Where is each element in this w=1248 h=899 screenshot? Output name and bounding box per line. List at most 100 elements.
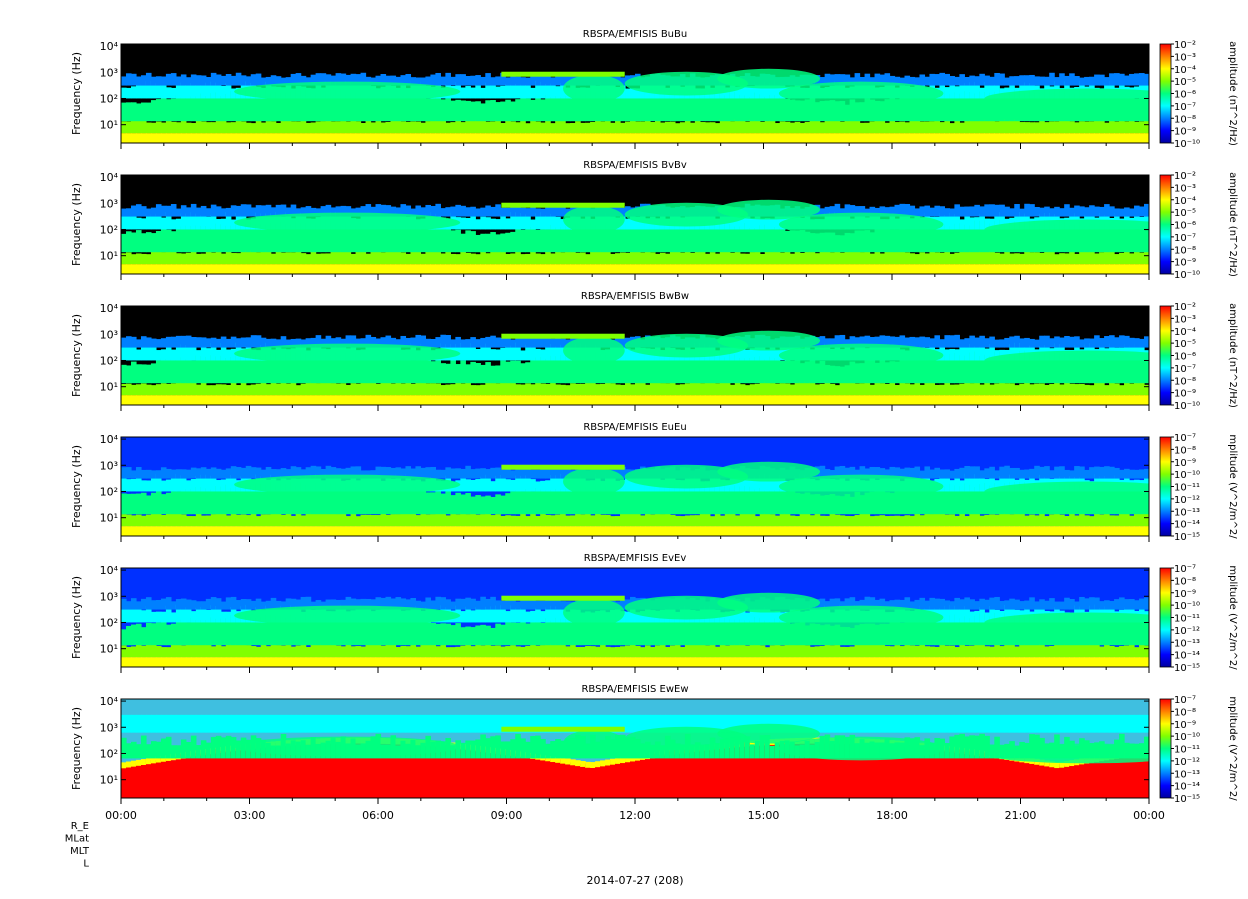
x-tick-label: 15:00 — [748, 809, 780, 822]
y-tick-label: 10¹ — [100, 643, 118, 656]
colorbar-label: amplitude (nT^2/Hz) — [1227, 172, 1238, 277]
colorbar-tick-label: 10⁻¹⁰ — [1174, 601, 1200, 612]
panel-title: RBSPA/EMFISIS EuEu — [583, 422, 686, 433]
ephemeris-label: MLT — [70, 846, 90, 857]
colorbar-tick-label: 10⁻⁷ — [1174, 233, 1196, 244]
spectrogram-plot-area — [121, 437, 1149, 536]
y-tick-label: 10⁴ — [100, 695, 119, 708]
colorbar-tick-label: 10⁻³ — [1174, 52, 1196, 63]
spectrogram-panel-6: RBSPA/EMFISIS EwEw Frequency (Hz) 10¹ 10² 10… — [70, 684, 1238, 822]
colorbar-tick-label: 10⁻¹² — [1174, 757, 1200, 768]
colorbar-tick-label: 10⁻¹⁵ — [1174, 794, 1200, 805]
spectrogram-plot-area — [121, 175, 1149, 274]
y-tick-label: 10³ — [100, 197, 118, 210]
spectrogram-plot-area — [121, 44, 1149, 143]
colorbar-tick-label: 10⁻³ — [1174, 183, 1196, 194]
colorbar — [1159, 305, 1172, 406]
date-label: 2014-07-27 (208) — [586, 874, 683, 887]
y-tick-label: 10¹ — [100, 119, 118, 132]
y-tick-label: 10¹ — [100, 512, 118, 525]
y-tick-label: 10³ — [100, 328, 118, 341]
colorbar-tick-label: 10⁻⁶ — [1174, 90, 1196, 101]
colorbar-label: mplitude (V^2/m^2/ — [1227, 434, 1238, 539]
panel-title: RBSPA/EMFISIS BuBu — [583, 29, 687, 40]
colorbar-tick-label: 10⁻⁸ — [1174, 245, 1196, 256]
y-tick-label: 10² — [100, 354, 118, 367]
ephemeris-label: MLat — [65, 834, 89, 845]
colorbar-tick-label: 10⁻¹⁵ — [1174, 532, 1200, 543]
y-tick-label: 10² — [100, 223, 118, 236]
colorbar-tick-label: 10⁻¹⁰ — [1174, 270, 1200, 281]
colorbar-tick-label: 10⁻¹² — [1174, 495, 1200, 506]
y-axis-label: Frequency (Hz) — [70, 576, 83, 659]
colorbar-tick-label: 10⁻¹³ — [1174, 638, 1200, 649]
colorbar — [1159, 43, 1172, 144]
y-tick-label: 10² — [100, 747, 118, 760]
colorbar-tick-label: 10⁻¹² — [1174, 626, 1200, 637]
colorbar-tick-label: 10⁻⁴ — [1174, 196, 1196, 207]
colorbar — [1159, 436, 1172, 537]
spectrogram-panel-1: RBSPA/EMFISIS BuBu Frequency (Hz) 10¹ 10² 10… — [70, 29, 1238, 150]
colorbar-tick-label: 10⁻⁷ — [1174, 364, 1196, 375]
colorbar-tick-label: 10⁻⁶ — [1174, 352, 1196, 363]
x-tick-label: 12:00 — [619, 809, 651, 822]
x-tick-label: 06:00 — [362, 809, 394, 822]
colorbar-tick-label: 10⁻⁸ — [1174, 707, 1196, 718]
y-axis-label: Frequency (Hz) — [70, 52, 83, 135]
colorbar-label: amplitude (nT^2/Hz) — [1227, 303, 1238, 408]
y-tick-label: 10² — [100, 92, 118, 105]
panel-title: RBSPA/EMFISIS EvEv — [584, 553, 687, 564]
x-tick-label: 18:00 — [876, 809, 908, 822]
spectrogram-plot-area — [121, 306, 1149, 405]
y-tick-label: 10² — [100, 485, 118, 498]
spectrogram-plot-area — [121, 568, 1149, 667]
panel-title: RBSPA/EMFISIS BvBv — [583, 160, 687, 171]
colorbar-tick-label: 10⁻¹⁰ — [1174, 139, 1200, 150]
colorbar-tick-label: 10⁻¹¹ — [1174, 483, 1200, 494]
panel-title: RBSPA/EMFISIS EwEw — [581, 684, 688, 695]
ephemeris-label: R_E — [71, 821, 89, 832]
y-tick-label: 10¹ — [100, 774, 118, 787]
colorbar-tick-label: 10⁻² — [1174, 302, 1196, 313]
colorbar-tick-label: 10⁻¹¹ — [1174, 745, 1200, 756]
colorbar-tick-label: 10⁻⁴ — [1174, 327, 1196, 338]
x-tick-label: 00:00 — [105, 809, 137, 822]
panel-stack: RBSPA/EMFISIS BuBu Frequency (Hz) 10¹ 10² 10… — [70, 29, 1238, 822]
colorbar-tick-label: 10⁻⁸ — [1174, 576, 1196, 587]
colorbar-tick-label: 10⁻⁵ — [1174, 77, 1196, 88]
spectrogram-panel-4: RBSPA/EMFISIS EuEu Frequency (Hz) 10¹ 10² 10… — [70, 422, 1238, 543]
colorbar-tick-label: 10⁻⁹ — [1174, 458, 1196, 469]
spectrogram-panel-3: RBSPA/EMFISIS BwBw Frequency (Hz) 10¹ 10² 10… — [70, 291, 1238, 412]
colorbar-tick-label: 10⁻⁹ — [1174, 389, 1196, 400]
colorbar-tick-label: 10⁻¹⁵ — [1174, 663, 1200, 674]
colorbar-tick-label: 10⁻⁸ — [1174, 114, 1196, 125]
colorbar-tick-label: 10⁻⁹ — [1174, 720, 1196, 731]
colorbar-tick-label: 10⁻⁹ — [1174, 127, 1196, 138]
ephemeris-label: L — [83, 859, 89, 870]
y-axis-label: Frequency (Hz) — [70, 314, 83, 397]
colorbar-tick-label: 10⁻¹⁰ — [1174, 401, 1200, 412]
colorbar-tick-label: 10⁻¹¹ — [1174, 614, 1200, 625]
colorbar-tick-label: 10⁻⁵ — [1174, 339, 1196, 350]
spectrogram-panel-2: RBSPA/EMFISIS BvBv Frequency (Hz) 10¹ 10² 10… — [70, 160, 1238, 281]
colorbar-label: amplitude (nT^2/Hz) — [1227, 41, 1238, 146]
panel-title: RBSPA/EMFISIS BwBw — [581, 291, 689, 302]
y-axis-label: Frequency (Hz) — [70, 183, 83, 266]
colorbar-tick-label: 10⁻¹³ — [1174, 507, 1200, 518]
y-axis-label: Frequency (Hz) — [70, 445, 83, 528]
colorbar-tick-label: 10⁻¹⁴ — [1174, 651, 1200, 662]
x-tick-label: 09:00 — [491, 809, 523, 822]
colorbar-tick-label: 10⁻¹⁴ — [1174, 520, 1200, 531]
colorbar-tick-label: 10⁻⁵ — [1174, 208, 1196, 219]
x-tick-label: 21:00 — [1005, 809, 1037, 822]
y-tick-label: 10⁴ — [100, 171, 119, 184]
colorbar-tick-label: 10⁻⁹ — [1174, 589, 1196, 600]
colorbar-tick-label: 10⁻² — [1174, 40, 1196, 51]
y-tick-label: 10⁴ — [100, 564, 119, 577]
colorbar-label: mplitude (V^2/m^2/ — [1227, 565, 1238, 670]
colorbar — [1159, 698, 1172, 799]
y-tick-label: 10³ — [100, 66, 118, 79]
colorbar-tick-label: 10⁻⁸ — [1174, 445, 1196, 456]
colorbar-tick-label: 10⁻⁹ — [1174, 258, 1196, 269]
